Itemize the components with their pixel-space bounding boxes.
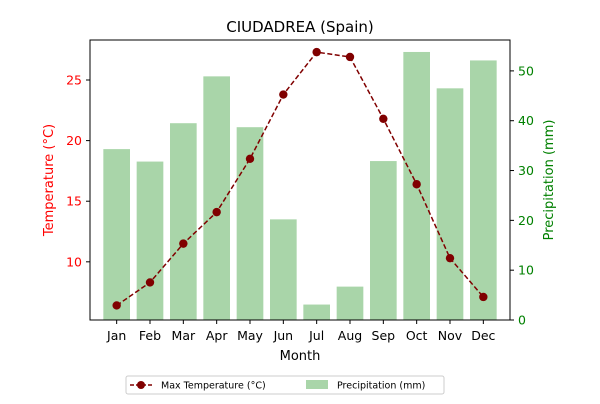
x-tick-label: Sep bbox=[372, 328, 396, 343]
temperature-point-apr bbox=[212, 207, 221, 217]
legend-frame bbox=[125, 375, 445, 395]
right-tick-label: 0 bbox=[518, 313, 526, 328]
temperature-point-sep bbox=[379, 114, 388, 123]
x-tick-label: Feb bbox=[139, 328, 161, 343]
temperature-series-line bbox=[116, 51, 484, 307]
x-tick-label: Nov bbox=[438, 328, 463, 343]
precipitation-bar-jun bbox=[270, 219, 297, 320]
legend: Max Temperature (°C) Precipitation (mm) bbox=[125, 375, 445, 395]
legend-precipitation-swatch bbox=[306, 380, 328, 389]
precipitation-bar-jan bbox=[103, 149, 130, 320]
precipitation-bar-jul bbox=[303, 304, 330, 320]
temperature-point-dec bbox=[479, 292, 488, 302]
x-tick-label: Aug bbox=[338, 328, 362, 343]
temperature-point-feb bbox=[145, 278, 155, 287]
legend-precipitation-label: Precipitation (mm) bbox=[337, 381, 425, 392]
x-axis-label: Month bbox=[280, 349, 321, 364]
temperature-point-jun bbox=[279, 90, 288, 99]
x-tick-label: Jun bbox=[273, 328, 294, 343]
temperature-point-mar bbox=[179, 239, 188, 248]
temperature-point-jan bbox=[112, 301, 121, 310]
right-tick-label: 30 bbox=[518, 163, 534, 178]
plot-frame bbox=[89, 39, 511, 321]
x-tick-label: Mar bbox=[172, 328, 196, 343]
left-tick-label: 20 bbox=[66, 133, 82, 148]
right-tick-label: 40 bbox=[518, 113, 534, 128]
precipitation-bar-nov bbox=[436, 88, 464, 321]
temperature-point-aug bbox=[345, 52, 355, 62]
temperature-point-oct bbox=[412, 180, 421, 189]
x-tick-label: Dec bbox=[471, 328, 495, 343]
right-axis-ticks: 0 10 20 30 40 50 bbox=[510, 63, 534, 328]
x-axis-ticks: Jan Feb Mar Apr May Jun Jul Aug Sep Oct Nov Dec bbox=[106, 320, 496, 343]
left-tick-label: 10 bbox=[66, 254, 82, 269]
precipitation-bar-feb bbox=[136, 161, 164, 320]
temperature-point-may bbox=[245, 154, 255, 163]
left-axis-ticks: 10 15 20 25 bbox=[66, 73, 90, 269]
precipitation-bars bbox=[103, 51, 497, 321]
chart-title: CIUDADREA (Spain) bbox=[226, 18, 374, 36]
temperature-line bbox=[112, 47, 488, 310]
precipitation-bar-sep bbox=[370, 161, 397, 320]
legend-temperature-label: Max Temperature (°C) bbox=[161, 381, 266, 392]
left-axis-label: Temperature (°C) bbox=[42, 124, 57, 237]
precipitation-bar-aug bbox=[336, 286, 364, 320]
right-axis-label: Precipitation (mm) bbox=[542, 120, 557, 241]
right-tick-label: 50 bbox=[518, 63, 534, 78]
precipitation-bar-mar bbox=[170, 123, 197, 320]
precipitation-bar-dec bbox=[470, 60, 497, 320]
x-tick-label: Apr bbox=[206, 328, 228, 343]
temperature-point-jul bbox=[312, 47, 321, 57]
x-tick-label: May bbox=[237, 328, 263, 343]
x-tick-label: Jul bbox=[308, 328, 324, 343]
legend-temperature-marker bbox=[137, 381, 145, 389]
right-tick-label: 20 bbox=[518, 213, 534, 228]
left-tick-label: 25 bbox=[66, 73, 82, 88]
x-tick-label: Jan bbox=[106, 328, 126, 343]
temperature-point-nov bbox=[445, 253, 455, 263]
right-tick-label: 10 bbox=[518, 263, 534, 278]
left-tick-label: 15 bbox=[66, 194, 82, 209]
x-tick-label: Oct bbox=[406, 328, 428, 343]
